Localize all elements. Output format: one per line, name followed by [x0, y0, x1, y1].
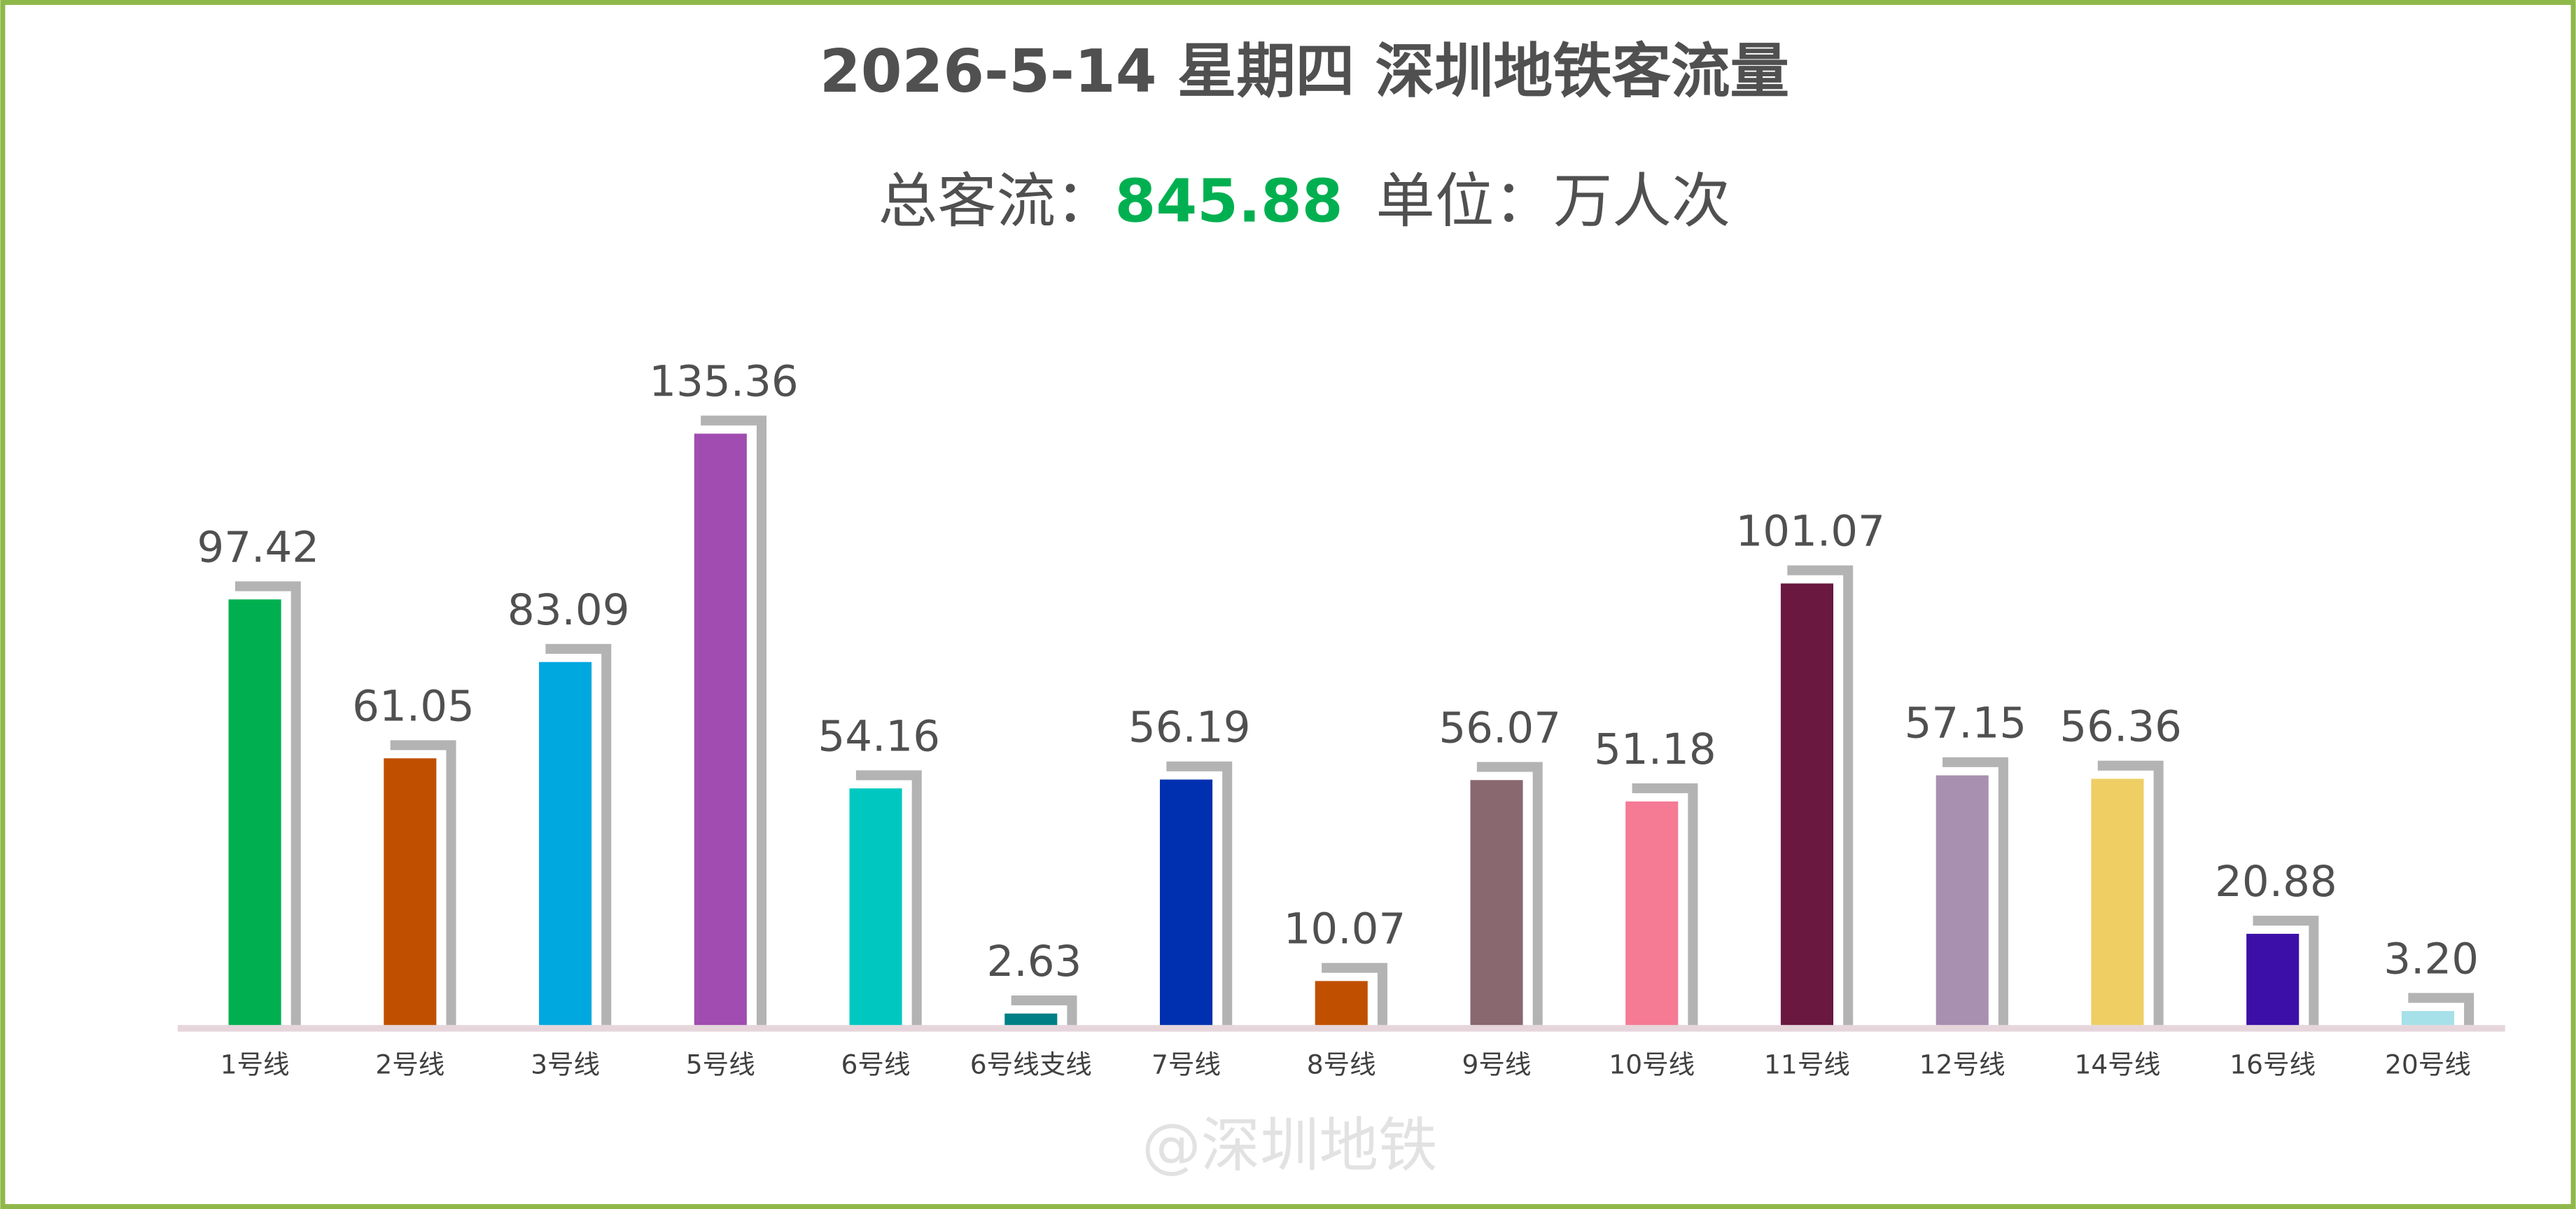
total-label: 总客流： [878, 167, 1115, 235]
bar [2091, 778, 2144, 1026]
value-label: 61.05 [352, 681, 475, 731]
value-label: 3.20 [2384, 934, 2479, 984]
bar [694, 433, 747, 1026]
value-label: 51.18 [1594, 725, 1716, 774]
value-label: 54.16 [818, 711, 940, 761]
chart-title: 2026-5-14 星期四 深圳地铁客流量 [820, 37, 1789, 106]
bar [2401, 1011, 2454, 1026]
x-tick-label: 11号线 [1764, 1049, 1850, 1079]
bar [539, 662, 592, 1026]
x-tick-label: 1号线 [220, 1049, 290, 1079]
x-tick-label: 5号线 [686, 1049, 755, 1079]
bar [1004, 1013, 1058, 1026]
x-tick-label: 9号线 [1462, 1049, 1532, 1079]
value-label: 101.07 [1735, 507, 1884, 557]
subtitle: 总客流：845.88 单位：万人次 [878, 167, 1731, 235]
bar [849, 788, 902, 1026]
x-tick-label: 6号线 [841, 1049, 911, 1079]
x-tick-label: 8号线 [1307, 1049, 1376, 1079]
x-tick-label: 20号线 [2385, 1049, 2471, 1079]
bar [1625, 801, 1679, 1026]
total-value: 845.88 [1115, 167, 1343, 235]
value-label: 2.63 [987, 937, 1082, 986]
bar [228, 599, 281, 1026]
bar [384, 758, 437, 1026]
unit-label: 单位：万人次 [1376, 167, 1730, 235]
value-label: 56.36 [2059, 702, 2182, 752]
watermark: @深圳地铁 [1142, 1111, 1437, 1180]
x-tick-label: 12号线 [1919, 1049, 2005, 1079]
x-tick-label: 10号线 [1609, 1049, 1695, 1079]
value-label: 20.88 [2215, 857, 2337, 907]
bar [2246, 933, 2300, 1026]
value-label: 10.07 [1284, 904, 1406, 954]
x-tick-label: 16号线 [2230, 1049, 2316, 1079]
bar [1159, 779, 1213, 1026]
x-tick-label: 3号线 [531, 1049, 600, 1079]
value-label: 56.07 [1438, 703, 1561, 753]
value-label: 97.42 [197, 522, 319, 572]
bar [1935, 775, 1989, 1026]
value-label: 57.15 [1905, 699, 2027, 748]
x-tick-label: 6号线支线 [970, 1049, 1092, 1079]
value-label: 83.09 [507, 585, 630, 635]
value-label: 56.19 [1128, 703, 1251, 753]
value-label: 135.36 [649, 357, 798, 407]
bar [1470, 780, 1523, 1026]
x-tick-label: 7号线 [1152, 1049, 1221, 1079]
x-tick-label: 14号线 [2075, 1049, 2161, 1079]
bar [1780, 583, 1834, 1026]
bar [1315, 981, 1368, 1026]
x-tick-label: 2号线 [375, 1049, 444, 1079]
